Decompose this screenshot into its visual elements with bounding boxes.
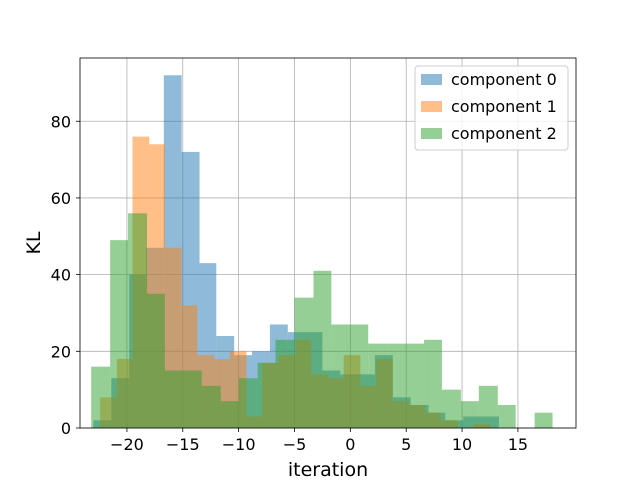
histogram-bar	[441, 389, 461, 428]
histogram-bar	[294, 297, 314, 428]
x-tick-label: −15	[166, 435, 200, 454]
y-tick-label: 40	[51, 266, 71, 285]
histogram-bar	[368, 343, 388, 428]
histogram-bar	[275, 339, 295, 428]
histogram-bar	[424, 339, 442, 428]
x-tick-label: 10	[452, 435, 472, 454]
histogram-bar	[164, 370, 184, 428]
histogram-bar	[313, 270, 332, 428]
legend-label: component 1	[451, 97, 557, 116]
x-tick-label: 15	[508, 435, 528, 454]
y-tick-label: 20	[51, 342, 71, 361]
y-tick-label: 0	[61, 419, 71, 438]
legend-swatch	[421, 128, 442, 139]
histogram-bar	[183, 370, 202, 428]
histogram-bar	[257, 362, 276, 428]
histogram-bar	[497, 404, 516, 428]
x-tick-label: −5	[283, 435, 307, 454]
x-tick-label: 5	[401, 435, 411, 454]
series-2-bars	[91, 213, 553, 428]
histogram-bar	[534, 412, 553, 428]
legend-label: component 0	[451, 70, 557, 89]
histogram-bar	[91, 366, 111, 428]
bars	[91, 75, 553, 429]
histogram-bar	[238, 378, 258, 428]
legend-swatch	[421, 101, 442, 112]
x-tick-label: −10	[222, 435, 256, 454]
histogram-bar	[478, 385, 498, 428]
plot-frame	[79, 57, 577, 429]
histogram-bar	[387, 343, 406, 428]
histogram-bar	[405, 343, 425, 428]
legend-swatch	[421, 74, 442, 85]
histogram-bar	[110, 240, 129, 428]
histogram-bar	[350, 324, 369, 428]
histogram-bar	[220, 401, 239, 428]
histogram-bar	[460, 401, 479, 428]
legend-label: component 2	[451, 124, 557, 143]
y-tick-label: 80	[51, 112, 71, 131]
x-tick-label: −20	[110, 435, 144, 454]
x-axis-label: iteration	[288, 459, 368, 480]
histogram-bar	[128, 213, 148, 428]
histogram-bar	[201, 385, 221, 428]
histogram-bar	[147, 293, 165, 428]
ticks: −20 −15 −10 −5 0 5 10 15 0 20 40 60 80	[51, 112, 528, 454]
y-axis-label: KL	[23, 231, 45, 254]
legend-frame	[414, 65, 569, 151]
y-tick-label: 60	[51, 189, 71, 208]
legend: component 0 component 1 component 2	[414, 65, 569, 151]
x-tick-label: 0	[345, 435, 355, 454]
histogram-bar	[331, 324, 351, 428]
